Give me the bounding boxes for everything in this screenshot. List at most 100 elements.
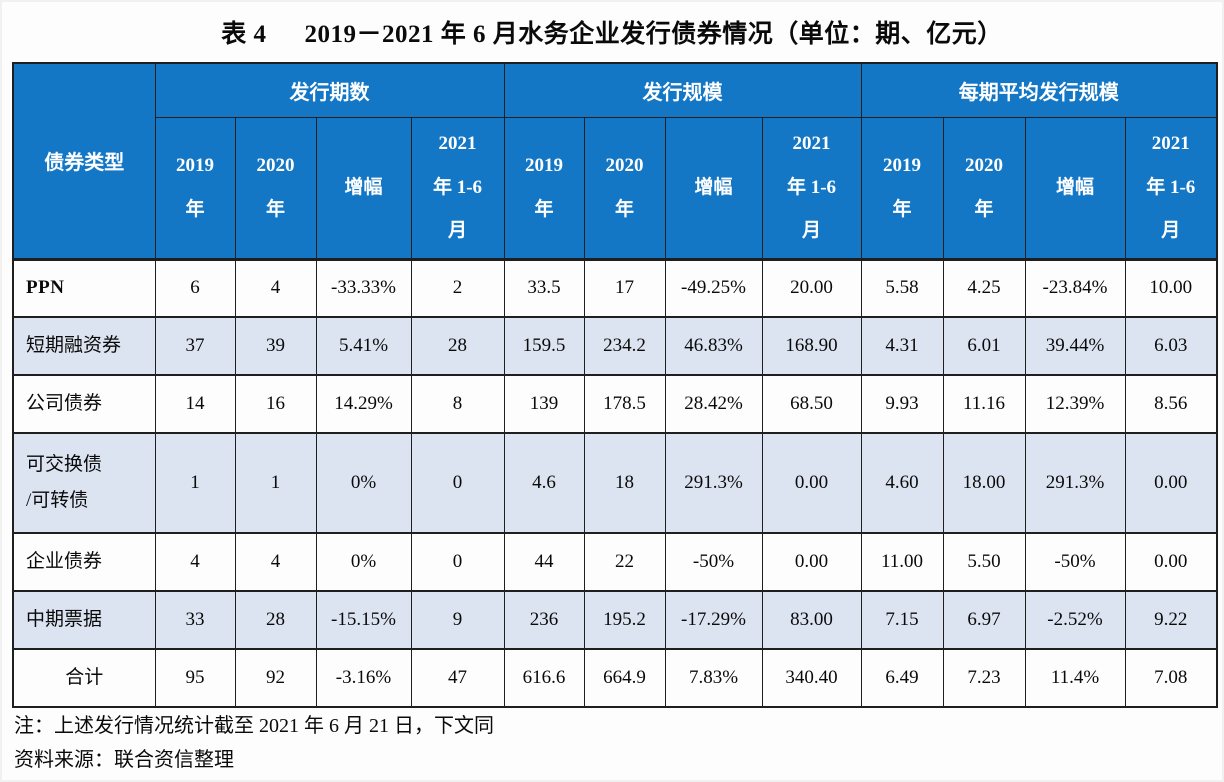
cell-value: 39.44% bbox=[1024, 316, 1126, 376]
cell-value: 234.2 bbox=[583, 316, 666, 376]
col-header-growth: 增幅 bbox=[315, 116, 412, 260]
cell-value: 18.00 bbox=[942, 432, 1026, 534]
cell-value: 47 bbox=[410, 648, 505, 708]
cell-value: 14 bbox=[154, 374, 236, 434]
cell-value: 14.29% bbox=[315, 374, 412, 434]
cell-value: -3.16% bbox=[315, 648, 412, 708]
cell-value: 0.00 bbox=[761, 432, 862, 534]
cell-value: 291.3% bbox=[1024, 432, 1126, 534]
cell-value: 9.22 bbox=[1124, 590, 1218, 650]
cell-value: 44 bbox=[503, 532, 585, 592]
cell-value: 664.9 bbox=[583, 648, 666, 708]
cell-value: 7.08 bbox=[1124, 648, 1218, 708]
cell-value: 33.5 bbox=[503, 258, 585, 318]
cell-value: 17 bbox=[583, 258, 666, 318]
row-label: 合计 bbox=[12, 648, 156, 708]
cell-value: -33.33% bbox=[315, 258, 412, 318]
cell-value: 6.03 bbox=[1124, 316, 1218, 376]
cell-value: 10.00 bbox=[1124, 258, 1218, 318]
cell-value: 4.60 bbox=[860, 432, 944, 534]
cell-value: 28.42% bbox=[664, 374, 763, 434]
cell-value: 5.41% bbox=[315, 316, 412, 376]
table-row: 公司债券 14 16 14.29% 8 139 178.5 28.42% 68.50 9.93 11… bbox=[12, 374, 1218, 434]
cell-value: 4.25 bbox=[942, 258, 1026, 318]
cell-value: 28 bbox=[410, 316, 505, 376]
cell-value: -49.25% bbox=[664, 258, 763, 318]
cell-value: -23.84% bbox=[1024, 258, 1126, 318]
cell-value: 68.50 bbox=[761, 374, 862, 434]
cell-value: 11.4% bbox=[1024, 648, 1126, 708]
cell-value: 9.93 bbox=[860, 374, 944, 434]
col-header-2019: 2019 年 bbox=[503, 116, 585, 260]
cell-value: 7.15 bbox=[860, 590, 944, 650]
row-label: 短期融资券 bbox=[12, 316, 156, 376]
col-header-growth: 增幅 bbox=[1024, 116, 1126, 260]
table-row: 可交换债 /可转债 1 1 0% 0 4.6 18 291.3% 0.00 4.60 18.00 29… bbox=[12, 432, 1218, 534]
cell-value: 291.3% bbox=[664, 432, 763, 534]
col-header-growth: 增幅 bbox=[664, 116, 763, 260]
col-header-2021h1: 2021 年 1-6 月 bbox=[410, 116, 505, 260]
cell-value: 0 bbox=[410, 532, 505, 592]
cell-value: 195.2 bbox=[583, 590, 666, 650]
cell-value: 95 bbox=[154, 648, 236, 708]
cell-value: -50% bbox=[1024, 532, 1126, 592]
cell-value: 1 bbox=[154, 432, 236, 534]
cell-value: 5.58 bbox=[860, 258, 944, 318]
cell-value: 20.00 bbox=[761, 258, 862, 318]
table-row: 企业债券 4 4 0% 0 44 22 -50% 0.00 11.00 5.50 -50% 0.00 bbox=[12, 532, 1218, 592]
table-title-text: 2019－2021 年 6 月水务企业发行债券情况（单位：期、亿元） bbox=[304, 21, 1003, 48]
cell-value: 83.00 bbox=[761, 590, 862, 650]
table-body: PPN 6 4 -33.33% 2 33.5 17 -49.25% 20.00 5.58 4.25-… bbox=[12, 258, 1218, 708]
cell-value: 4.31 bbox=[860, 316, 944, 376]
cell-value: 9 bbox=[410, 590, 505, 650]
cell-value: 340.40 bbox=[761, 648, 862, 708]
group-header-issue-scale: 发行规模 bbox=[503, 62, 862, 118]
column-header-bond-type: 债券类型 bbox=[12, 62, 156, 260]
cell-value: 12.39% bbox=[1024, 374, 1126, 434]
row-label: 公司债券 bbox=[12, 374, 156, 434]
cell-value: 236 bbox=[503, 590, 585, 650]
cell-value: 0.00 bbox=[1124, 432, 1218, 534]
cell-value: 0 bbox=[410, 432, 505, 534]
cell-value: 0.00 bbox=[761, 532, 862, 592]
table-header: 债券类型 发行期数 发行规模 每期平均发行规模 2019 年 2020 年 增幅… bbox=[12, 62, 1218, 260]
cell-value: 6.49 bbox=[860, 648, 944, 708]
sub-header-row: 2019 年 2020 年 增幅 2021 年 1-6 月 2019 年 202… bbox=[13, 116, 1218, 260]
cell-value: 6 bbox=[154, 258, 236, 318]
cell-value: 168.90 bbox=[761, 316, 862, 376]
cell-value: 7.23 bbox=[942, 648, 1026, 708]
cell-value: 4 bbox=[234, 258, 317, 318]
cell-value: 0.00 bbox=[1124, 532, 1218, 592]
cell-value: 4.6 bbox=[503, 432, 585, 534]
cell-value: 5.50 bbox=[942, 532, 1026, 592]
row-label: 可交换债 /可转债 bbox=[12, 432, 156, 534]
cell-value: 11.16 bbox=[942, 374, 1026, 434]
cell-value: 0% bbox=[315, 432, 412, 534]
table-number: 表 4 bbox=[221, 21, 267, 48]
table-row: 合计 95 92 -3.16% 47 616.6 664.9 7.83% 340.40 6.49 7… bbox=[12, 648, 1218, 708]
col-header-2019: 2019 年 bbox=[860, 116, 944, 260]
cell-value: 8.56 bbox=[1124, 374, 1218, 434]
col-header-2020: 2020 年 bbox=[942, 116, 1026, 260]
cell-value: 33 bbox=[154, 590, 236, 650]
table-row: 短期融资券 37 39 5.41% 28 159.5 234.2 46.83% 168.90 4.… bbox=[12, 316, 1218, 376]
group-header-issue-count: 发行期数 bbox=[154, 62, 505, 118]
cell-value: 37 bbox=[154, 316, 236, 376]
cell-value: 6.01 bbox=[942, 316, 1026, 376]
cell-value: 8 bbox=[410, 374, 505, 434]
cell-value: 0% bbox=[315, 532, 412, 592]
row-label: 中期票据 bbox=[12, 590, 156, 650]
cell-value: -15.15% bbox=[315, 590, 412, 650]
col-header-2020: 2020 年 bbox=[234, 116, 317, 260]
group-header-average-scale: 每期平均发行规模 bbox=[860, 62, 1218, 118]
row-label: 企业债券 bbox=[12, 532, 156, 592]
cell-value: 7.83% bbox=[664, 648, 763, 708]
col-header-2021h1: 2021 年 1-6 月 bbox=[761, 116, 862, 260]
cell-value: 18 bbox=[583, 432, 666, 534]
col-header-2021h1: 2021 年 1-6 月 bbox=[1124, 116, 1218, 260]
table-row: PPN 6 4 -33.33% 2 33.5 17 -49.25% 20.00 5.58 4.25-… bbox=[12, 258, 1218, 318]
cell-value: 178.5 bbox=[583, 374, 666, 434]
cell-value: 139 bbox=[503, 374, 585, 434]
cell-value: 4 bbox=[154, 532, 236, 592]
